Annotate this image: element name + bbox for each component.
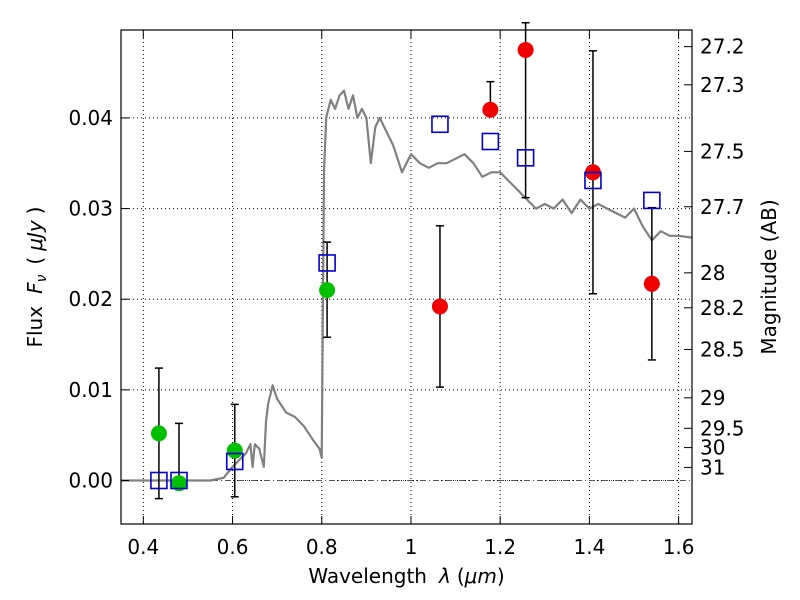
data-point-1-0	[431, 298, 448, 315]
mag-tick-label-30: 30	[700, 436, 725, 460]
model-point-8	[643, 191, 661, 210]
model-point-7	[584, 171, 602, 190]
model-point-0	[150, 471, 168, 490]
mag-tick-label-28-5: 28.5	[700, 337, 745, 361]
data-points	[150, 41, 661, 492]
x-tick-label-0-6: 0.6	[217, 535, 249, 559]
data-point-0-1	[170, 475, 187, 492]
axis-ticks: 0.4 0.6 0.8 1 1.2 1.4 1.6 0.00 0.01 0.02 0.03 0.04 2…	[68, 30, 745, 559]
data-point-0-3	[319, 282, 336, 299]
x-tick-label-0-4: 0.4	[127, 535, 159, 559]
plot-frame	[120, 29, 693, 525]
model-point-6	[516, 149, 535, 167]
model-point-3	[318, 254, 336, 272]
mag-tick-label-28-2: 28.2	[700, 296, 745, 320]
y-axis-title: FluxFν(μJy)	[23, 206, 50, 347]
mag-tick-label-27-3: 27.3	[700, 73, 745, 97]
mag-tick-label-27-5: 27.5	[700, 139, 745, 163]
x-tick-label-1-6: 1.6	[663, 535, 695, 559]
y-tick-label-0-02: 0.02	[68, 287, 113, 311]
data-point-0-2	[226, 442, 243, 459]
x-tick-label-1-2: 1.2	[484, 535, 516, 559]
mag-tick-label-31: 31	[700, 455, 725, 479]
x-axis-title: Wavelength λ (μm)	[308, 564, 504, 588]
data-point-1-2	[517, 41, 534, 58]
model-point-2	[225, 452, 244, 471]
mag-tick-label-29: 29	[700, 386, 725, 410]
model-point-1	[170, 471, 188, 490]
mag-tick-label-27-7: 27.7	[700, 195, 745, 219]
model-point-5	[481, 132, 500, 151]
y-tick-label-0-01: 0.01	[68, 378, 113, 402]
x-tick-label-1: 1	[405, 535, 418, 559]
y-tick-label-0-03: 0.03	[68, 197, 113, 221]
template-spectrum	[121, 89, 693, 482]
y-tick-label-0-04: 0.04	[68, 106, 113, 130]
spectrum-line	[121, 89, 693, 482]
x-tick-label-0-8: 0.8	[306, 535, 338, 559]
data-point-1-1	[482, 101, 499, 118]
magnitude-axis-title: Magnitude (AB)	[757, 199, 781, 354]
grid	[121, 30, 692, 524]
mag-tick-label-28: 28	[700, 261, 725, 285]
error-bars	[154, 21, 656, 500]
x-tick-label-1-4: 1.4	[573, 535, 605, 559]
data-point-1-4	[643, 275, 660, 292]
mag-tick-label-27-2: 27.2	[700, 35, 745, 59]
mag-tick-label-29-5: 29.5	[700, 416, 745, 440]
y-tick-label-0-00: 0.00	[68, 468, 113, 492]
model-point-4	[431, 115, 449, 134]
data-point-0-0	[150, 425, 167, 442]
